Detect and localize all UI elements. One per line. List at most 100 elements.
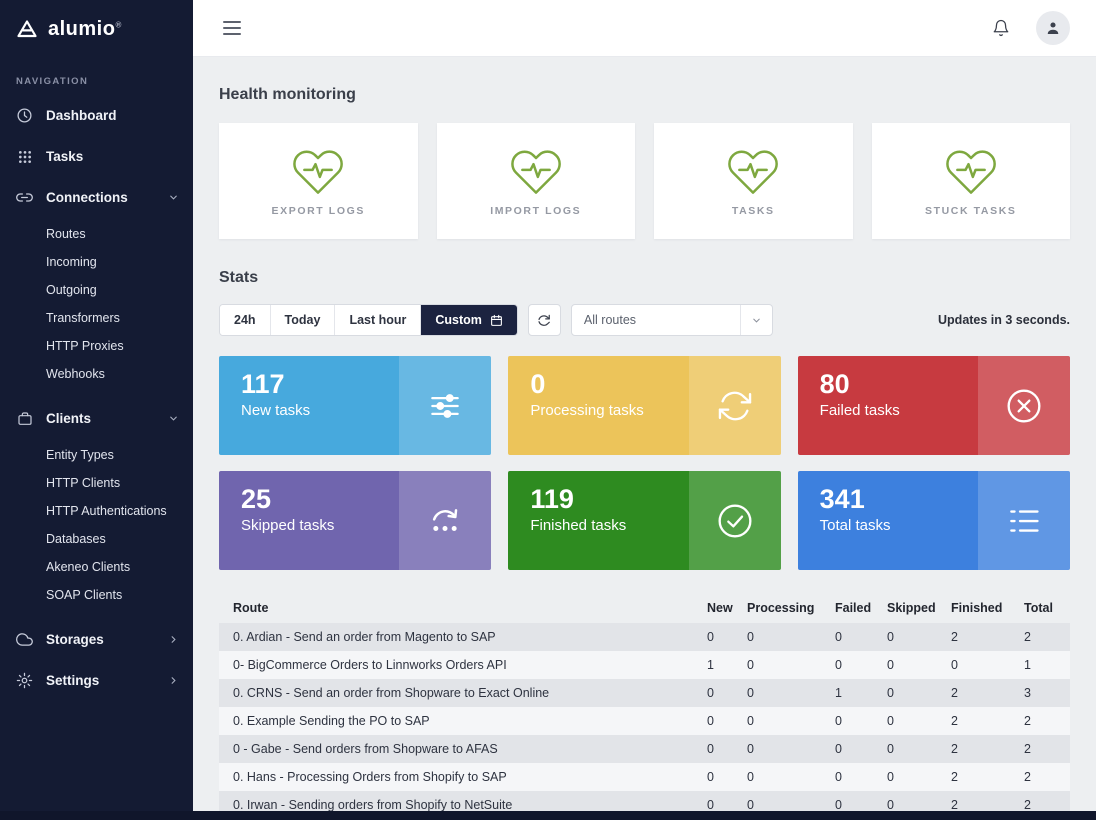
health-monitoring-title: Health monitoring [219, 86, 356, 103]
gear-icon [16, 672, 33, 689]
filter-custom-button[interactable]: Custom [421, 305, 517, 335]
filter-today-button[interactable]: Today [270, 305, 336, 335]
table-row[interactable]: 0. CRNS - Send an order from Shopware to… [219, 679, 1070, 707]
table-row[interactable]: 0. Ardian - Send an order from Magento t… [219, 623, 1070, 651]
stat-label: Finished tasks [530, 517, 627, 535]
stat-value: 119 [530, 484, 574, 514]
chevron-right-icon [168, 634, 179, 645]
route-name: 0. CRNS - Send an order from Shopware to… [233, 686, 550, 700]
health-card-export-logs[interactable]: EXPORT LOGS [219, 123, 418, 239]
numbered-list-icon [978, 471, 1070, 570]
sidebar-item-label: Dashboard [46, 108, 117, 123]
cell-failed: 0 [835, 742, 842, 756]
table-row[interactable]: 0- BigCommerce Orders to Linnworks Order… [219, 651, 1070, 679]
connections-sublist: Routes Incoming Outgoing Transformers HT… [0, 218, 193, 398]
cell-processing: 0 [747, 658, 754, 672]
stat-card-text: 341 Total tasks [798, 471, 978, 570]
cell-skipped: 0 [887, 770, 894, 784]
routes-select[interactable]: All routes [570, 304, 773, 336]
stat-label: New tasks [241, 402, 311, 420]
stat-label: Failed tasks [819, 402, 900, 420]
route-name: 0 - Gabe - Send orders from Shopware to … [233, 742, 498, 756]
cell-new: 0 [707, 742, 714, 756]
sidebar-subitem-databases[interactable]: Databases [46, 532, 106, 546]
chevron-right-icon [168, 675, 179, 686]
routes-stats-table: Route New Processing Failed Skipped Fini… [219, 593, 1070, 819]
sidebar-item-connections[interactable]: Connections [0, 177, 193, 218]
stat-label: Processing tasks [530, 402, 644, 420]
filter-last-hour-button[interactable]: Last hour [335, 305, 422, 335]
health-card-stuck-tasks[interactable]: STUCK TASKS [871, 123, 1070, 239]
sidebar-subitem-http-proxies[interactable]: HTTP Proxies [46, 339, 124, 353]
sidebar-subitem-outgoing[interactable]: Outgoing [46, 283, 97, 297]
filter-24h-button[interactable]: 24h [220, 305, 271, 335]
cell-total: 2 [1024, 742, 1031, 756]
sidebar-subitem-webhooks[interactable]: Webhooks [46, 367, 105, 381]
cell-skipped: 0 [887, 658, 894, 672]
col-header-processing: Processing [747, 601, 815, 615]
heart-pulse-icon [943, 146, 999, 196]
cell-finished: 2 [951, 770, 958, 784]
cell-finished: 2 [951, 686, 958, 700]
calendar-icon [490, 314, 503, 327]
sidebar-item-storages[interactable]: Storages [0, 619, 193, 660]
sidebar-item-label: Tasks [46, 149, 84, 164]
stat-card-text: 80 Failed tasks [798, 356, 978, 455]
sidebar: alumio® NAVIGATION Dashboard Tasks Conne… [0, 0, 193, 820]
sidebar-item-dashboard[interactable]: Dashboard [0, 95, 193, 136]
sidebar-item-settings[interactable]: Settings [0, 660, 193, 701]
health-card-import-logs[interactable]: IMPORT LOGS [436, 123, 635, 239]
cell-new: 1 [707, 658, 714, 672]
table-row[interactable]: 0 - Gabe - Send orders from Shopware to … [219, 735, 1070, 763]
stat-card-new-tasks: 117 New tasks [219, 356, 492, 455]
sidebar-item-label: Connections [46, 190, 128, 205]
refresh-icon [537, 313, 551, 327]
stat-value: 80 [819, 369, 850, 399]
clients-sublist: Entity Types HTTP Clients HTTP Authentic… [0, 439, 193, 619]
cell-processing: 0 [747, 742, 754, 756]
sidebar-item-clients[interactable]: Clients [0, 398, 193, 439]
chevron-down-icon [168, 413, 179, 424]
sidebar-subitem-transformers[interactable]: Transformers [46, 311, 120, 325]
stat-card-text: 25 Skipped tasks [219, 471, 399, 570]
col-header-new: New [707, 601, 733, 615]
sidebar-subitem-http-authentications[interactable]: HTTP Authentications [46, 504, 167, 518]
x-circle-icon [978, 356, 1070, 455]
user-avatar-button[interactable] [1036, 11, 1070, 45]
sidebar-subitem-entity-types[interactable]: Entity Types [46, 448, 114, 462]
cell-skipped: 0 [887, 798, 894, 812]
cell-failed: 0 [835, 714, 842, 728]
table-row[interactable]: 0. Example Sending the PO to SAP 0 0 0 0… [219, 707, 1070, 735]
cell-finished: 2 [951, 798, 958, 812]
route-name: 0. Example Sending the PO to SAP [233, 714, 430, 728]
topbar [193, 0, 1096, 57]
cell-processing: 0 [747, 798, 754, 812]
menu-toggle-button[interactable] [219, 15, 245, 41]
refresh-button[interactable] [527, 304, 561, 336]
sidebar-item-tasks[interactable]: Tasks [0, 136, 193, 177]
cell-skipped: 0 [887, 630, 894, 644]
nav-section-label: NAVIGATION [16, 76, 89, 87]
sidebar-subitem-http-clients[interactable]: HTTP Clients [46, 476, 121, 490]
sidebar-subitem-incoming[interactable]: Incoming [46, 255, 97, 269]
health-card-tasks[interactable]: TASKS [654, 123, 853, 239]
cell-failed: 0 [835, 770, 842, 784]
stats-filter-bar: 24h Today Last hour Custom [219, 304, 1070, 336]
notifications-button[interactable] [984, 11, 1018, 45]
sidebar-subitem-routes[interactable]: Routes [46, 227, 86, 241]
brand[interactable]: alumio® [0, 0, 193, 58]
cell-new: 0 [707, 798, 714, 812]
cell-processing: 0 [747, 714, 754, 728]
sidebar-subitem-soap-clients[interactable]: SOAP Clients [46, 588, 123, 602]
stat-cards: 117 New tasks 0 Processing tasks [219, 356, 1070, 570]
heart-pulse-icon [508, 146, 564, 196]
cell-finished: 0 [951, 658, 958, 672]
cell-failed: 1 [835, 686, 842, 700]
route-name: 0- BigCommerce Orders to Linnworks Order… [233, 658, 507, 672]
stat-card-text: 0 Processing tasks [508, 356, 688, 455]
sidebar-subitem-akeneo-clients[interactable]: Akeneo Clients [46, 560, 131, 574]
cloud-icon [16, 631, 33, 648]
heart-pulse-icon [725, 146, 781, 196]
table-row[interactable]: 0. Hans - Processing Orders from Shopify… [219, 763, 1070, 791]
chevron-down-icon [739, 305, 772, 335]
